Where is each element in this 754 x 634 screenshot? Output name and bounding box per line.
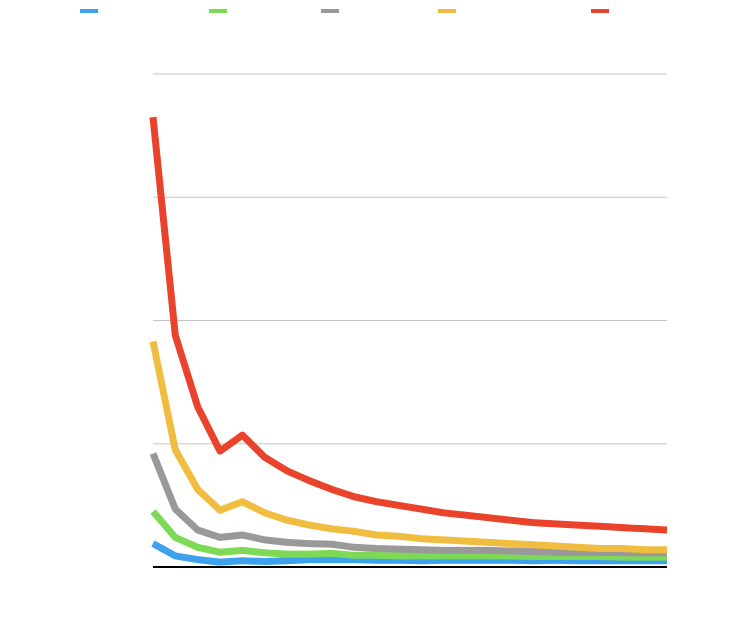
legend-swatch-5 [591,9,609,13]
gridlines [153,73,667,445]
series-line-3 [149,452,667,557]
legend-swatch-1 [80,9,98,13]
series-line-4 [149,340,667,554]
series-line-2 [150,509,667,561]
legend-swatch-4 [438,9,456,13]
series-line-1 [151,540,667,566]
legend [80,9,609,13]
series-lines [149,116,668,566]
legend-swatch-2 [209,9,227,13]
legend-swatch-3 [321,9,339,13]
series-line-5 [149,116,668,534]
